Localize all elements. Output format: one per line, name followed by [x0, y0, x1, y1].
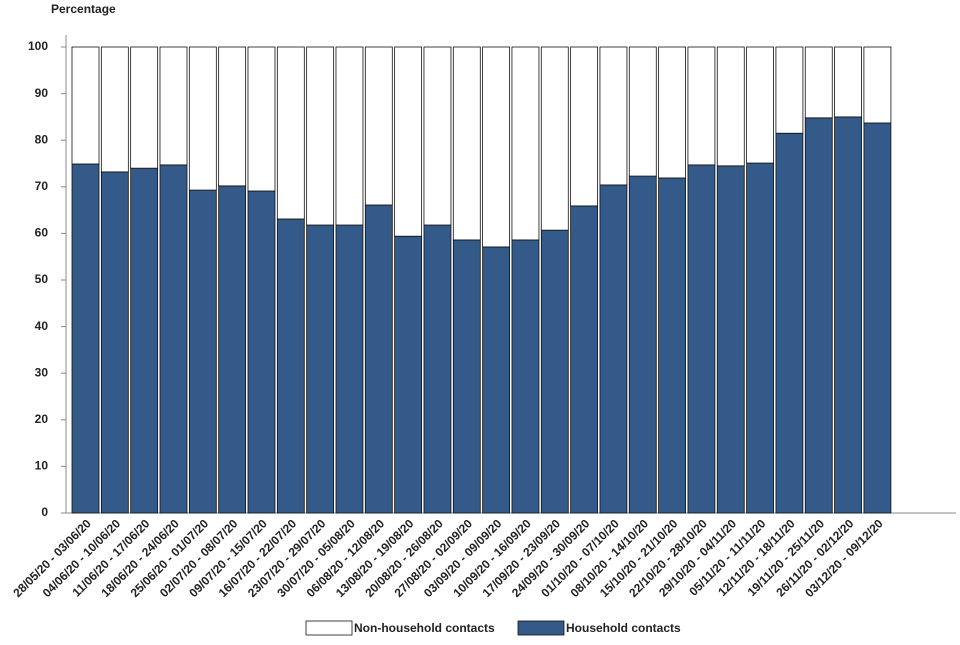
bar-segment: [159, 46, 188, 166]
bar-segment: [570, 205, 599, 514]
bar-segment: [511, 239, 540, 514]
y-tick-label: 100: [28, 39, 48, 53]
bar-segment: [306, 224, 335, 514]
bar-segment: [247, 190, 276, 514]
bar-segment: [687, 46, 716, 166]
bar-segment: [130, 46, 159, 169]
y-tick-label: 0: [41, 505, 48, 519]
y-tick-label: 40: [35, 319, 49, 333]
legend-swatch: [305, 620, 353, 636]
bar-segment: [511, 46, 540, 241]
y-tick-label: 20: [35, 412, 49, 426]
y-tick-label: 60: [35, 226, 49, 240]
bar-segment: [834, 46, 862, 118]
bar-segment: [276, 218, 305, 514]
bar-segment: [658, 46, 686, 179]
y-tick-label: 80: [35, 132, 49, 146]
bar-segment: [71, 163, 100, 514]
bar-segment: [306, 46, 335, 226]
y-tick-label: 70: [35, 179, 49, 193]
bar-segment: [775, 46, 804, 134]
bar-segment: [276, 46, 305, 220]
bar-segment: [482, 246, 511, 514]
bar-segment: [159, 164, 188, 514]
bar-segment: [804, 117, 833, 514]
bar-segment: [540, 229, 569, 514]
legend-label: Non-household contacts: [354, 621, 495, 635]
bar-segment: [218, 185, 247, 514]
bar-segment: [394, 235, 423, 514]
bar-segment: [863, 46, 892, 124]
bar-segment: [716, 46, 745, 167]
legend-swatch: [517, 620, 565, 636]
bar-segment: [364, 46, 393, 206]
y-tick-label: 50: [35, 272, 49, 286]
bar-segment: [628, 46, 657, 177]
bar-segment: [716, 165, 745, 514]
bar-segment: [71, 46, 100, 165]
y-tick-label: 90: [35, 86, 49, 100]
bar-segment: [658, 177, 686, 514]
y-axis-title: Percentage: [51, 2, 116, 16]
bar-segment: [570, 46, 599, 207]
y-tick-label: 10: [35, 459, 49, 473]
bar-segment: [188, 46, 217, 191]
bar-segment: [100, 171, 129, 514]
bar-segment: [335, 46, 364, 226]
bar-segment: [599, 46, 628, 186]
bar-segment: [423, 224, 452, 514]
bar-segment: [364, 204, 393, 514]
bar-segment: [247, 46, 276, 192]
bar-segment: [394, 46, 423, 237]
bar-segment: [188, 189, 217, 514]
bar-segment: [130, 167, 159, 514]
bar-segment: [687, 164, 716, 514]
bar-segment: [628, 175, 657, 514]
bar-segment: [482, 46, 511, 248]
bar-segment: [834, 116, 862, 514]
bar-segment: [775, 132, 804, 514]
bar-segment: [804, 46, 833, 119]
bar-segment: [423, 46, 452, 226]
bar-segment: [452, 46, 481, 241]
bar-segment: [746, 46, 774, 164]
bar-segment: [452, 239, 481, 514]
bar-segment: [335, 224, 364, 514]
bar-segment: [599, 184, 628, 514]
bar-segment: [540, 46, 569, 231]
y-tick-label: 30: [35, 365, 49, 379]
bar-segment: [746, 162, 774, 514]
bar-segment: [218, 46, 247, 187]
bar-segment: [863, 122, 892, 514]
legend-label: Household contacts: [566, 621, 681, 635]
bar-segment: [100, 46, 129, 173]
